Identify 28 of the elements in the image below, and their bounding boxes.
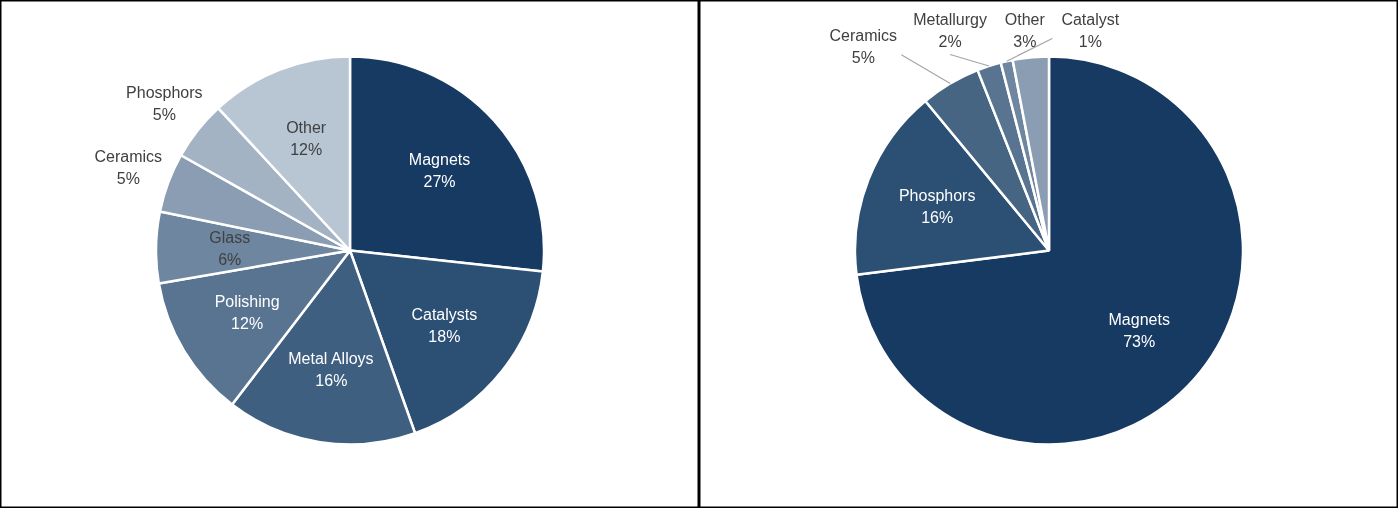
data-label: 5%: [116, 170, 140, 188]
data-label: 5%: [152, 106, 176, 124]
slice-label: Metallurgy: [913, 11, 987, 28]
data-label: 1%: [1078, 33, 1102, 50]
slice-label: Magnets: [408, 150, 471, 168]
slice-label: Polishing: [214, 293, 280, 311]
data-label: 18%: [428, 327, 461, 345]
data-label: 6%: [218, 251, 242, 269]
data-label: 12%: [290, 141, 323, 158]
data-label: 12%: [231, 315, 264, 333]
slice-label: Ceramics: [829, 27, 898, 45]
slice-label: Catalyst: [1061, 11, 1120, 28]
slice-label: Phosphors: [898, 186, 976, 204]
data-label: 5%: [851, 49, 875, 67]
slice-label: Magnets: [1108, 310, 1170, 328]
slice-label: Other: [286, 119, 327, 136]
data-label: 2%: [938, 33, 962, 50]
data-label: 16%: [315, 371, 348, 389]
slice-label: Other: [1004, 11, 1046, 28]
data-label: 3%: [1013, 33, 1037, 50]
slice-label: Ceramics: [94, 148, 163, 166]
slice-label: Metal Alloys: [288, 349, 374, 367]
slice-label: Glass: [209, 229, 251, 247]
slice-label: Phosphors: [126, 84, 203, 102]
slice-label: Catalysts: [411, 305, 478, 323]
data-label: 16%: [921, 208, 954, 226]
data-label: 73%: [1123, 332, 1156, 350]
data-label: 27%: [423, 172, 456, 190]
